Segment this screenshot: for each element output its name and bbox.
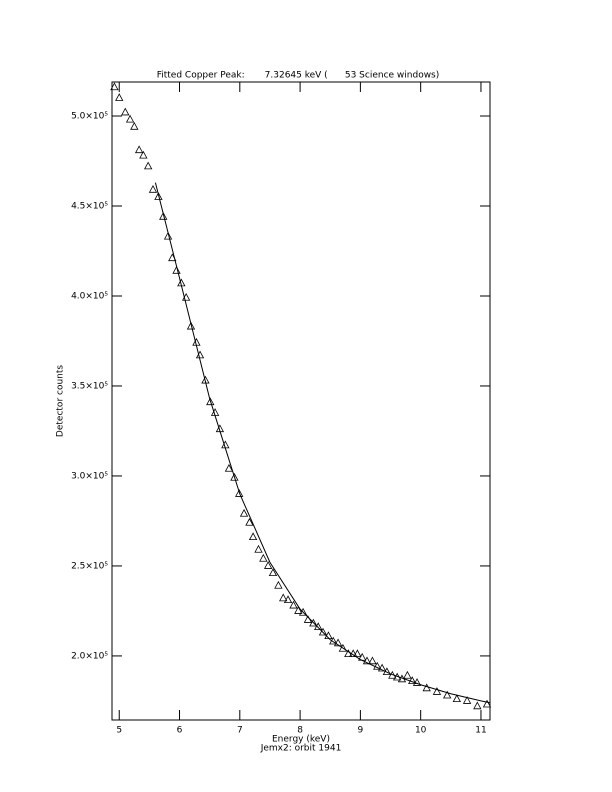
x-tick-label: 11 [475,726,486,736]
data-point [154,192,163,200]
fit-line [154,182,491,704]
y-tick-label: 4.5×10⁵ [71,202,108,212]
x-tick-label: 10 [415,726,427,736]
data-point [333,638,343,647]
data-point [318,627,328,636]
data-point [309,618,318,627]
data-point [298,607,308,616]
subtitle: Jemx2: orbit 1941 [260,744,342,754]
data-point [163,231,173,240]
y-tick-label: 3.0×10⁵ [71,471,108,481]
data-point [338,643,348,652]
data-point [259,553,268,562]
x-tick-label: 8 [297,726,303,736]
data-point [172,265,181,274]
data-point [443,690,452,699]
data-point [283,595,293,604]
y-tick-label: 5.0×10⁵ [71,112,108,122]
data-point [279,593,288,602]
data-point [422,683,431,692]
data-point [245,517,254,526]
data-point [115,93,124,101]
data-point [263,561,273,569]
data-point [248,532,258,541]
data-point [324,631,333,640]
data-point [482,699,492,708]
y-tick-label: 2.0×10⁵ [71,651,108,661]
chart-title: Fitted Copper Peak: 7.32645 keV ( 53 Sci… [157,71,440,81]
y-tick-label: 2.5×10⁵ [71,561,108,571]
data-point [368,656,377,665]
data-point [408,676,417,685]
data-point [452,694,462,703]
data-point [148,184,158,193]
data-point [403,670,412,679]
data-point [130,121,139,130]
x-tick-label: 6 [177,726,183,736]
data-point [377,663,387,672]
data-point [462,696,472,704]
data-point [289,600,298,609]
x-tick-label: 7 [237,726,243,736]
data-point [294,606,303,614]
x-tick-label: 5 [116,726,122,736]
data-point [362,656,372,665]
data-point [206,397,215,406]
data-point [139,150,148,159]
data-point [186,321,196,330]
data-point [254,544,263,553]
plot-frame [111,81,491,721]
data-point [230,472,239,481]
data-point [344,649,353,658]
data-point [412,678,422,686]
data-point [432,687,442,695]
data-point [195,350,205,359]
data-point [235,489,244,497]
data-point [144,161,153,170]
x-axis-label: Energy (keV) [272,735,330,745]
data-point [239,508,249,517]
y-tick-label: 3.5×10⁵ [71,381,108,391]
data-point [353,649,362,658]
data-point [110,82,119,91]
data-point [268,568,278,577]
x-tick-label: 9 [358,726,364,736]
data-point [473,701,482,710]
y-axis-label: Detector counts [56,365,66,437]
data-point [159,211,168,220]
y-tick-label: 4.0×10⁵ [71,291,108,301]
data-point [125,114,135,123]
data-point [373,661,382,670]
data-point [274,580,283,589]
data-point [121,107,130,116]
data-point [224,463,234,472]
data-point [134,145,144,154]
